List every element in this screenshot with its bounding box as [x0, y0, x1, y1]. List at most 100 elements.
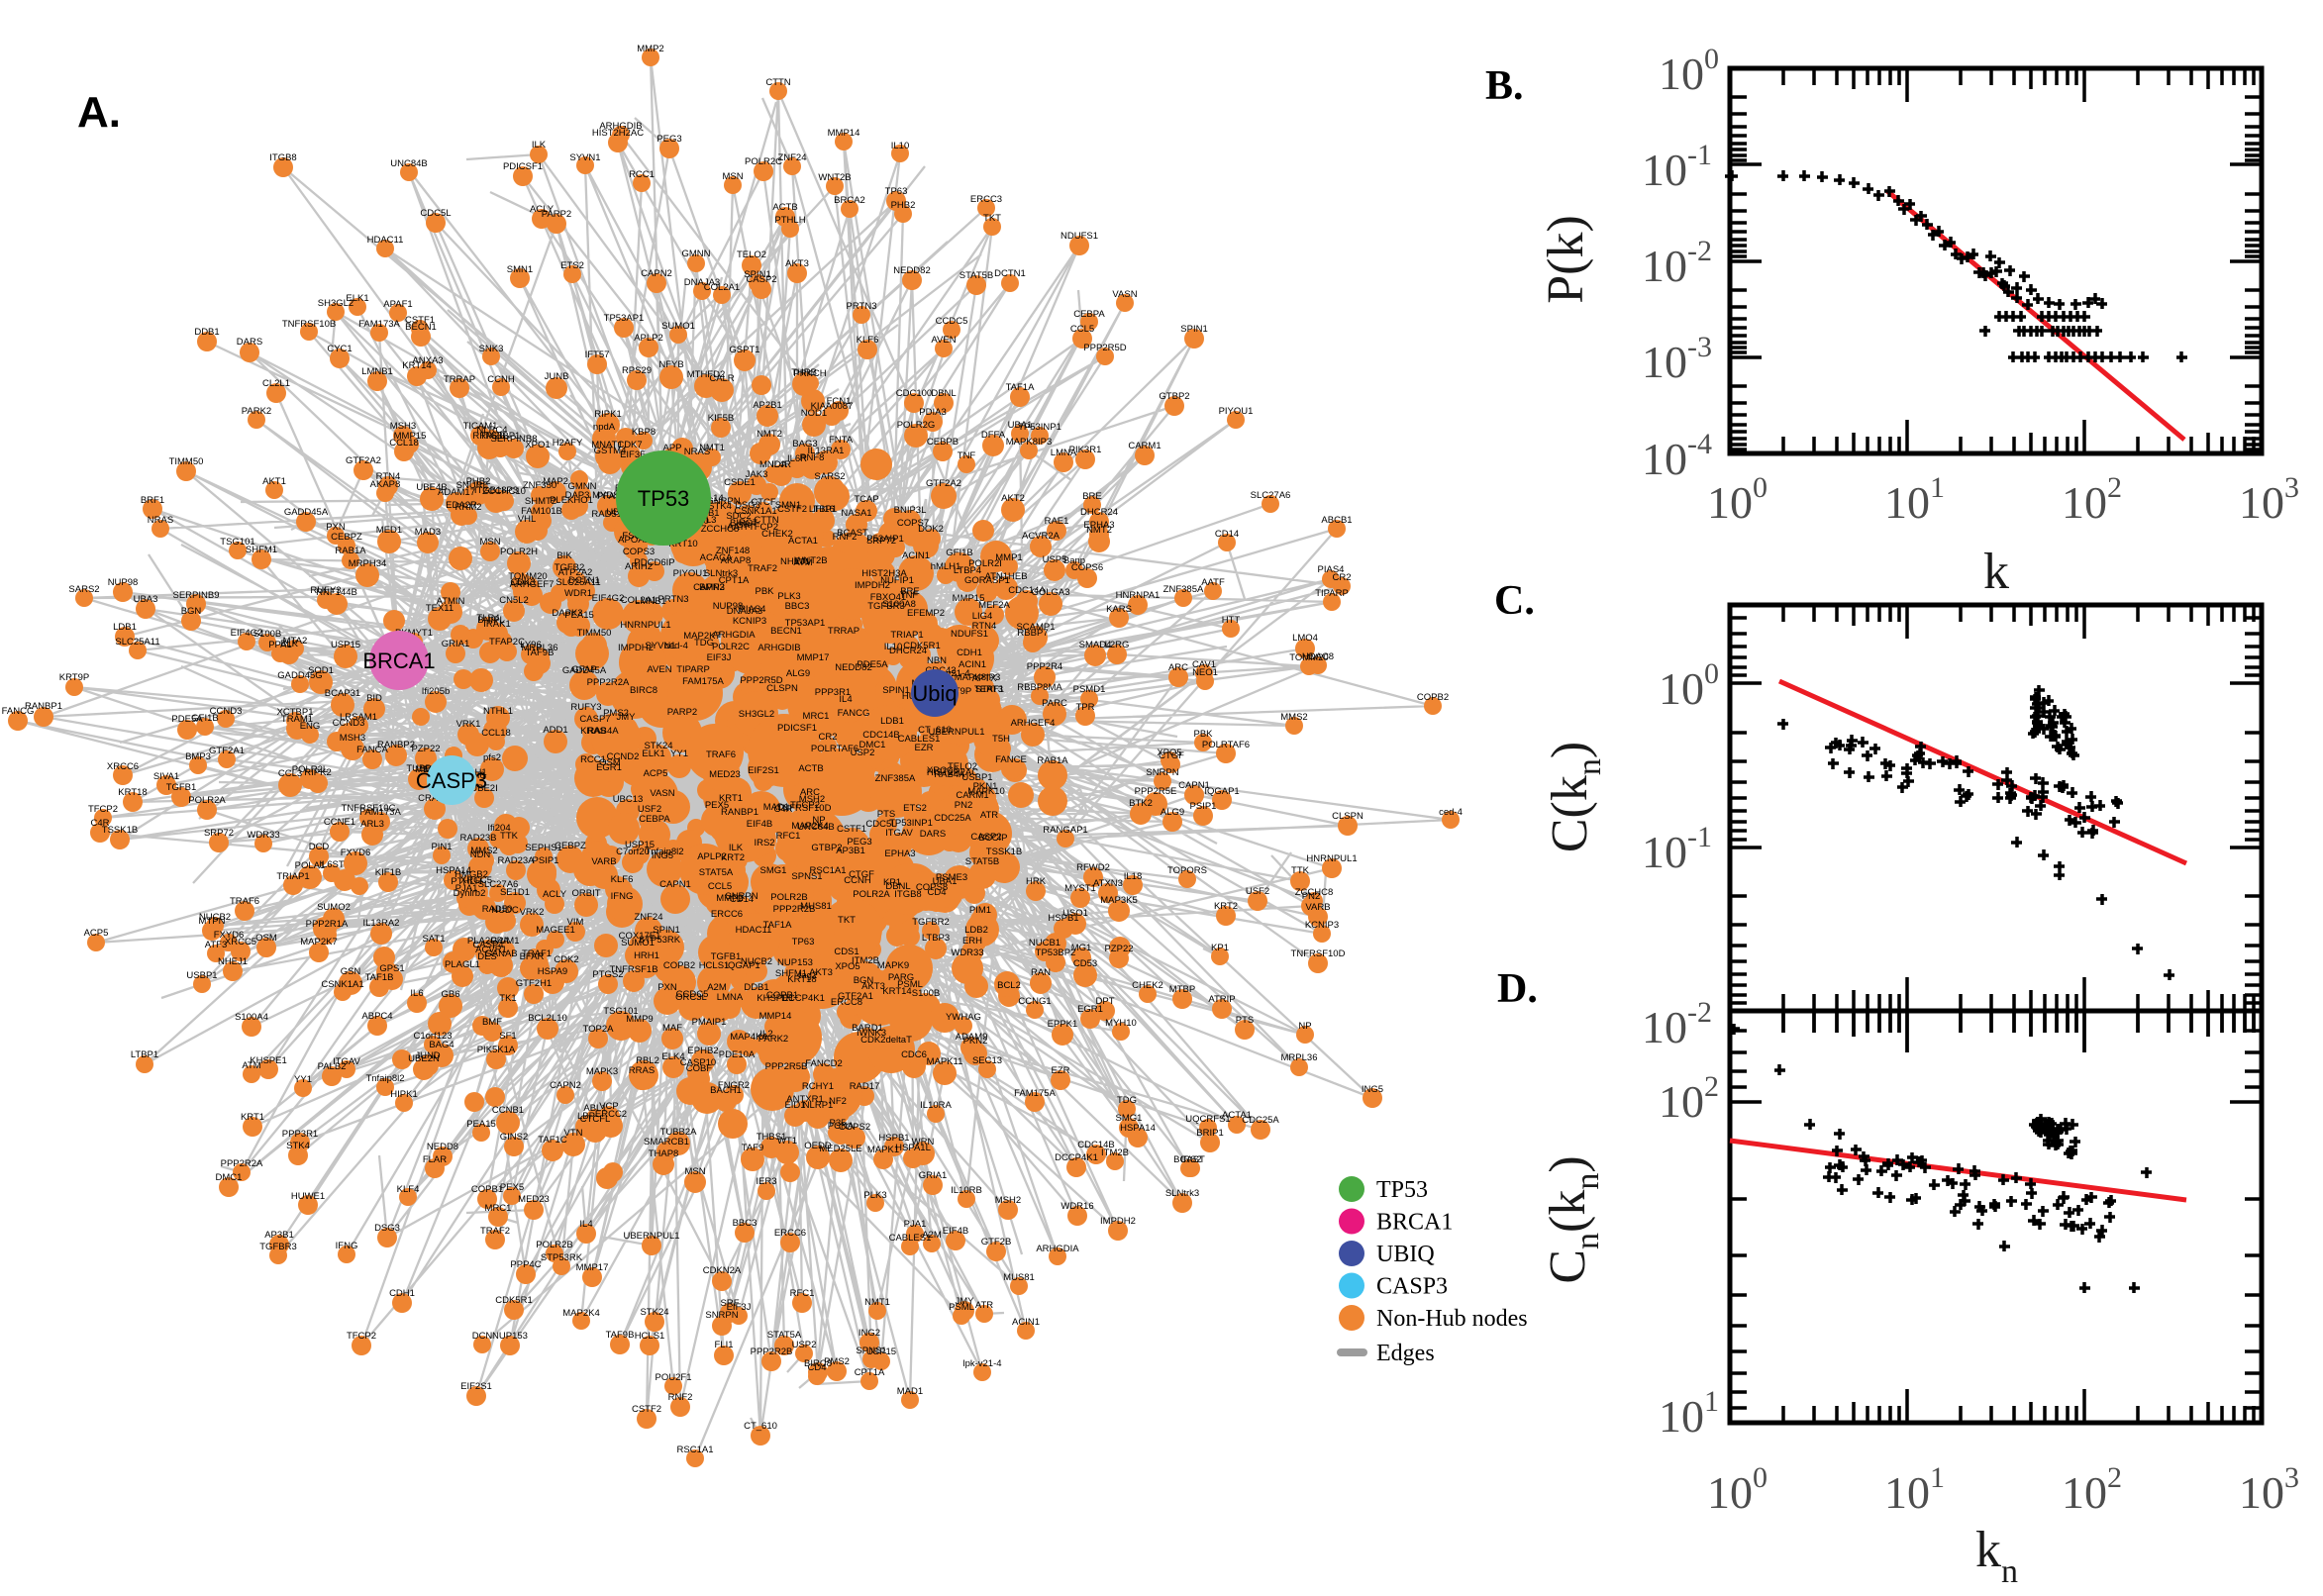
svg-text:USP5: USP5: [1043, 554, 1067, 565]
svg-text:PPA1: PPA1: [268, 640, 292, 650]
svg-text:PIN1: PIN1: [431, 842, 452, 852]
svg-text:CASP2: CASP2: [746, 274, 776, 285]
svg-text:CABLES1: CABLES1: [889, 1233, 932, 1244]
svg-text:RUFY3: RUFY3: [310, 585, 341, 596]
svg-text:FAM175A: FAM175A: [682, 676, 724, 687]
svg-text:IMPDH2: IMPDH2: [1100, 1216, 1136, 1227]
svg-text:PTGS2: PTGS2: [592, 969, 623, 980]
svg-text:PMS2: PMS2: [603, 708, 629, 719]
svg-text:CD53: CD53: [1073, 958, 1097, 969]
svg-text:BCL2: BCL2: [997, 980, 1021, 991]
svg-text:IL4R: IL4R: [771, 459, 791, 470]
svg-text:KRT14: KRT14: [402, 360, 431, 371]
svg-text:TNFRSF10C: TNFRSF10C: [342, 803, 396, 814]
svg-text:RRM2: RRM2: [455, 502, 482, 513]
svg-text:MMP15: MMP15: [953, 593, 985, 604]
svg-text:lpk-v21-4: lpk-v21-4: [962, 1358, 1001, 1369]
svg-text:POLR2A: POLR2A: [853, 889, 890, 900]
svg-text:MMP14: MMP14: [759, 1011, 792, 1022]
svg-text:APTX: APTX: [972, 673, 997, 684]
svg-text:IRAK1: IRAK1: [483, 619, 510, 630]
svg-text:KP1: KP1: [1211, 943, 1229, 953]
svg-text:SUMO1: SUMO1: [621, 938, 655, 948]
svg-text:MSN: MSN: [722, 171, 743, 182]
svg-text:ARHGEF4: ARHGEF4: [1011, 718, 1056, 729]
svg-text:XRCC5: XRCC5: [460, 875, 492, 886]
svg-text:USF2: USF2: [638, 804, 661, 815]
svg-text:DPT: DPT: [1096, 996, 1115, 1007]
svg-text:PEA15: PEA15: [564, 610, 594, 621]
svg-text:XRCC6: XRCC6: [927, 765, 959, 776]
svg-text:BCAP31: BCAP31: [325, 688, 360, 699]
svg-text:COX17E1: COX17E1: [619, 931, 661, 942]
svg-text:AATF: AATF: [727, 522, 751, 533]
svg-text:FLAR: FLAR: [423, 1154, 447, 1165]
svg-text:TNFRSF10D: TNFRSF10D: [1291, 948, 1346, 959]
svg-text:ALG9: ALG9: [786, 668, 810, 679]
svg-text:ARHGEF7: ARHGEF7: [510, 579, 555, 590]
svg-text:PARC: PARC: [1042, 698, 1067, 709]
svg-text:TAF1C: TAF1C: [538, 1135, 567, 1146]
svg-text:TP53: TP53: [638, 486, 690, 511]
svg-text:ARL3: ARL3: [360, 819, 384, 830]
svg-text:ATP2A2: ATP2A2: [558, 567, 593, 578]
svg-text:STK24: STK24: [640, 1307, 668, 1318]
svg-text:DAP3: DAP3: [565, 490, 590, 501]
svg-text:BRCA1: BRCA1: [1376, 1210, 1453, 1236]
svg-text:BGN: BGN: [854, 975, 874, 986]
svg-text:PLEKHO1: PLEKHO1: [550, 495, 593, 506]
svg-text:TOP2A: TOP2A: [583, 1024, 615, 1035]
svg-text:PBK: PBK: [1193, 729, 1213, 740]
svg-text:ZCCHC8: ZCCHC8: [1295, 887, 1334, 898]
svg-text:KLF6: KLF6: [611, 874, 634, 885]
svg-text:STP53RK: STP53RK: [639, 935, 681, 946]
svg-text:AKT3: AKT3: [785, 258, 809, 269]
svg-text:LTBP1: LTBP1: [131, 1049, 158, 1060]
svg-text:SMG1: SMG1: [760, 865, 787, 876]
svg-text:KRAS: KRAS: [580, 726, 606, 737]
svg-text:KLF6: KLF6: [857, 335, 879, 346]
svg-text:USF2: USF2: [1246, 886, 1269, 897]
svg-text:SAT1: SAT1: [422, 934, 445, 945]
svg-text:ADAM17: ADAM17: [438, 487, 475, 498]
svg-text:ACLY: ACLY: [530, 204, 555, 215]
svg-text:MRPL36: MRPL36: [522, 643, 558, 653]
svg-text:GADD45A: GADD45A: [562, 665, 607, 676]
svg-text:BRE: BRE: [900, 586, 920, 597]
svg-text:C4R: C4R: [90, 818, 109, 829]
svg-text:TP53INP1: TP53INP1: [1018, 422, 1061, 433]
svg-text:NMT1: NMT1: [864, 1297, 890, 1308]
svg-text:SNRPN: SNRPN: [705, 1310, 738, 1321]
svg-text:AP3B1: AP3B1: [836, 846, 865, 856]
svg-text:NEDD82: NEDD82: [893, 265, 931, 276]
svg-text:IL2: IL2: [759, 1029, 772, 1040]
svg-text:TIPARP: TIPARP: [1315, 588, 1349, 599]
svg-text:PMS2: PMS2: [824, 1356, 850, 1367]
svg-text:PPP2R5D: PPP2R5D: [740, 675, 782, 686]
svg-text:MMP2: MMP2: [716, 893, 743, 904]
svg-text:ACTA1: ACTA1: [788, 536, 818, 547]
svg-text:PEX5: PEX5: [705, 800, 729, 811]
svg-text:KBP8: KBP8: [632, 427, 656, 438]
svg-text:GTF2B: GTF2B: [981, 1237, 1012, 1247]
svg-text:SOD1: SOD1: [308, 665, 334, 676]
svg-text:AKT2: AKT2: [1001, 493, 1025, 504]
svg-text:SYVN1: SYVN1: [645, 641, 675, 651]
svg-text:COPB2: COPB2: [663, 960, 695, 971]
svg-text:SHFM1: SHFM1: [246, 545, 277, 555]
svg-text:hMLH1: hMLH1: [931, 561, 961, 572]
svg-text:PPP2R1A: PPP2R1A: [306, 919, 349, 930]
svg-text:PARK2: PARK2: [758, 1034, 788, 1045]
svg-text:EIF4G2: EIF4G2: [231, 628, 263, 639]
svg-text:ORC3L: ORC3L: [675, 992, 707, 1003]
svg-text:UBERNPUL1: UBERNPUL1: [928, 727, 984, 738]
svg-text:PIK5K1A: PIK5K1A: [477, 1045, 516, 1055]
svg-text:MED23: MED23: [709, 769, 741, 780]
svg-text:RAD23A: RAD23A: [498, 855, 536, 866]
svg-text:KHSPE1: KHSPE1: [757, 993, 794, 1004]
svg-text:CEBPA: CEBPA: [639, 814, 670, 825]
svg-text:VARB: VARB: [1305, 902, 1330, 913]
svg-text:GTF2A1: GTF2A1: [209, 746, 245, 756]
svg-text:ALG9: ALG9: [1161, 807, 1184, 818]
svg-text:ATM: ATM: [793, 557, 812, 568]
